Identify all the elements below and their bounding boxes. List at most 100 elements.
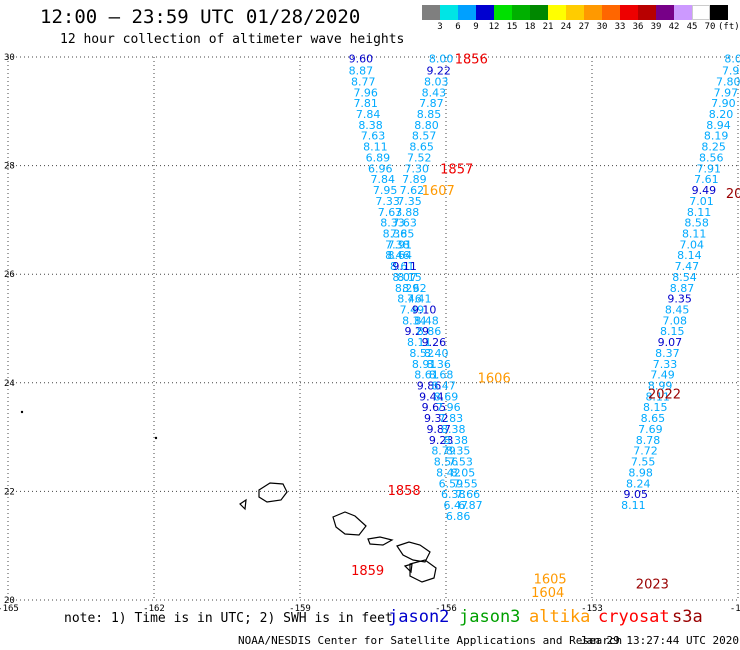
wave-height-label: 7.38 — [385, 238, 410, 251]
wave-height-label: 8.54 — [672, 271, 697, 284]
island-niihau — [239, 498, 247, 511]
legend-cryosat: cryosat — [598, 607, 670, 627]
y-tick-label: 20 — [4, 596, 15, 606]
wave-height-label: 7.30 — [405, 162, 430, 175]
wave-height-label: 7.62 — [400, 184, 425, 197]
colorbar-tick: 9 — [473, 22, 479, 32]
wave-height-label: 7.08 — [662, 314, 687, 327]
wave-height-label: 7.52 — [407, 151, 432, 164]
wave-height-label: 8.65 — [409, 141, 434, 154]
colorbar-cell — [566, 5, 584, 20]
wave-height-label: 8.77 — [351, 75, 376, 88]
wave-height-label: 9.05 — [624, 488, 649, 501]
track-track-1606: 8.869.268.408.368.688.478.697.967.838.38… — [417, 325, 483, 512]
wave-height-label: 8.29 — [395, 282, 420, 295]
legend-s3a: s3a — [672, 607, 703, 627]
wave-height-label: 9.60 — [349, 53, 374, 66]
wave-height-label: 8.03 — [424, 75, 449, 88]
chart-subtitle: 12 hour collection of altimeter wave hei… — [60, 32, 405, 47]
wave-height-label: 7.49 — [650, 369, 675, 382]
wave-height-label: 8.65 — [641, 412, 666, 425]
wave-height-label: 7.96 — [436, 401, 461, 414]
wave-height-label: 8.33 — [380, 217, 405, 230]
wave-height-label: 7.69 — [638, 423, 663, 436]
colorbar-cell — [584, 5, 602, 20]
wave-height-label: 7.91 — [388, 238, 413, 251]
wave-height-label: 8.25 — [701, 141, 726, 154]
wave-height-label: 9.29 — [405, 325, 430, 338]
colorbar-cell — [476, 5, 494, 20]
y-tick-label: 28 — [4, 162, 15, 172]
colorbar-tick: 6 — [455, 22, 461, 32]
wave-height-label: 9.07 — [658, 336, 683, 349]
colorbar-tick: 33 — [614, 22, 626, 32]
colorbar-cell — [602, 5, 620, 20]
wave-height-label: 8.87 — [670, 282, 695, 295]
map-dot — [20, 410, 24, 414]
wave-height-label: 6.38 — [441, 488, 466, 501]
wave-height-label: 8.36 — [383, 227, 408, 240]
wave-height-label: 7.41 — [407, 293, 432, 306]
wave-height-label: 9.35 — [667, 293, 692, 306]
wave-height-label: 6.87 — [458, 499, 483, 512]
wave-height-label: 8.24 — [626, 477, 651, 490]
wave-height-tracks: 9.608.878.777.967.817.848.387.638.116.89… — [20, 53, 740, 523]
wave-height-label: 8.11 — [407, 336, 432, 349]
wave-height-label: 8.0 — [724, 53, 740, 66]
wave-height-label: 7.90 — [711, 97, 736, 110]
wave-height-label: 8.11 — [682, 227, 707, 240]
colorbar — [422, 5, 728, 20]
island-maui — [396, 541, 431, 563]
colorbar-tick: 39 — [650, 22, 662, 32]
wave-height-label: 8.07 — [392, 271, 417, 284]
colorbar-unit: (ft) — [718, 22, 740, 32]
colorbar-cell — [674, 5, 692, 20]
wave-height-label: 7.63 — [361, 130, 386, 143]
grid-lines — [7, 56, 739, 601]
colorbar-tick: 42 — [668, 22, 680, 32]
wave-height-label: 9.10 — [412, 303, 437, 316]
x-tick-label: -156 — [435, 604, 457, 614]
wave-height-label: 6.86 — [446, 510, 471, 523]
wave-height-label: 7.04 — [680, 238, 705, 251]
axis-tick-labels: -165-162-159-156-153-15202224262830 — [0, 53, 740, 614]
colorbar-tick: 45 — [686, 22, 698, 32]
wave-height-label: 9.11 — [392, 260, 417, 273]
track-track-2023: 8.377.337.498.998.118.158.657.698.787.72… — [621, 347, 680, 512]
island-molokai — [367, 536, 394, 546]
pass-time-label: 1858 — [388, 484, 421, 499]
colorbar-tick: 3 — [437, 22, 443, 32]
colorbar-tick: 24 — [560, 22, 572, 32]
wave-height-label: 8.46 — [397, 293, 422, 306]
wave-height-label: 8.38 — [358, 119, 383, 132]
pass-time-label: 1605 — [534, 572, 567, 587]
wave-height-label: 6.59 — [439, 477, 464, 490]
wave-height-label: 8.91 — [412, 358, 437, 371]
wave-height-label: 8.79 — [431, 445, 456, 458]
wave-height-label: 9.26 — [422, 336, 447, 349]
wave-height-label: 8.61 — [390, 260, 415, 273]
wave-height-label: 8.14 — [677, 249, 702, 262]
wave-height-label: 8.56 — [699, 151, 724, 164]
wave-height-label: 8.64 — [388, 249, 413, 262]
wave-height-label: 7.47 — [675, 260, 700, 273]
wave-height-label: 8.56 — [434, 456, 459, 469]
wave-height-label: 8.19 — [704, 130, 729, 143]
wave-height-label: 7.63 — [378, 206, 403, 219]
wave-height-label: 7.84 — [370, 173, 395, 186]
wave-height-label: 7.55 — [631, 456, 656, 469]
pass-time-label: 2023 — [636, 578, 669, 593]
generation-timestamp: Jan 29 13:27:44 UTC 2020 — [580, 634, 739, 647]
colorbar-cell — [710, 5, 728, 20]
colorbar-cell — [422, 5, 440, 20]
wave-height-label: 7.84 — [356, 108, 381, 121]
wave-height-label: 6.47 — [443, 499, 468, 512]
wave-height-label: 7.35 — [397, 195, 422, 208]
pass-time-label: 1606 — [478, 371, 511, 386]
wave-height-label: 7.81 — [353, 97, 378, 110]
map-dot — [154, 436, 158, 440]
wave-height-label: 7.85 — [390, 227, 415, 240]
wave-height-label: 8.43 — [422, 86, 447, 99]
wave-height-label: 8.61 — [414, 369, 439, 382]
